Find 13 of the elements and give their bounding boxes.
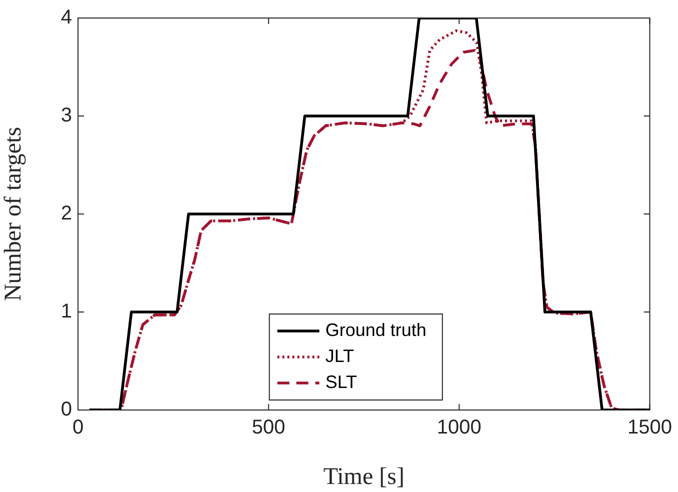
y-tick-label: 2 [60, 202, 72, 225]
y-tick-label: 3 [60, 104, 72, 127]
legend-label: SLT [325, 372, 358, 392]
y-tick-label: 4 [60, 6, 72, 29]
x-axis-title: Time [s] [323, 464, 404, 490]
y-tick-label: 1 [60, 300, 72, 323]
x-tick-label: 1000 [436, 416, 482, 439]
legend-label: Ground truth [325, 320, 426, 340]
x-tick-label: 1500 [628, 416, 672, 439]
legend-label: JLT [325, 346, 354, 366]
y-axis-title: Number of targets [0, 126, 27, 302]
x-tick-label: 500 [252, 416, 286, 439]
y-tick-label: 0 [60, 398, 72, 421]
